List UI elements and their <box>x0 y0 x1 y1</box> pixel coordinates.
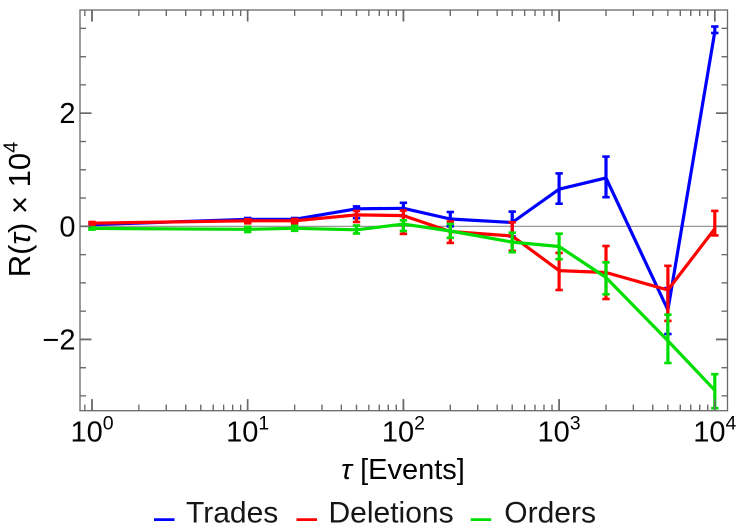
svg-text:τ [Events]: τ [Events] <box>341 454 465 486</box>
svg-text:Orders: Orders <box>504 497 596 528</box>
svg-text:0: 0 <box>59 211 75 243</box>
svg-text:Trades: Trades <box>186 497 278 528</box>
svg-text:R(τ) × 104: R(τ) × 104 <box>1 142 38 278</box>
svg-text:Deletions: Deletions <box>329 497 454 528</box>
svg-text:−2: −2 <box>42 324 75 356</box>
svg-text:2: 2 <box>59 98 75 130</box>
